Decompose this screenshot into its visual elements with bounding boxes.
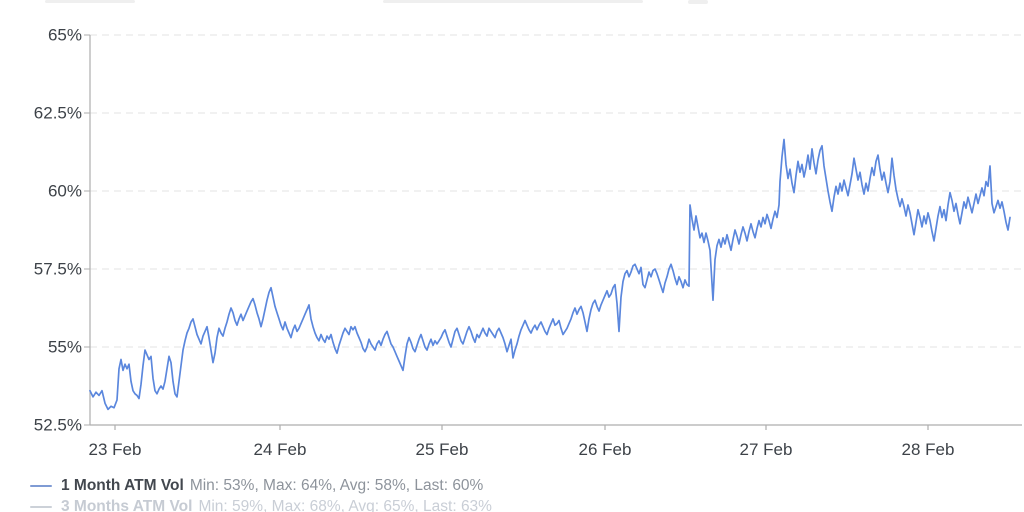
series-dash-icon — [30, 506, 52, 508]
x-tick-label: 23 Feb — [88, 440, 142, 459]
legend-series-stats: Min: 59%, Max: 68%, Avg: 65%, Last: 63% — [198, 498, 492, 512]
y-tick-label: 55% — [47, 337, 82, 357]
series-line-1-month-atm-vol — [89, 138, 1011, 411]
y-tick-label: 65% — [47, 25, 82, 45]
cropped-title-remnant-2 — [688, 0, 708, 4]
cropped-logo-remnant — [45, 0, 135, 3]
x-tick-label: 25 Feb — [415, 440, 469, 459]
y-tick-label: 52.5% — [33, 415, 82, 435]
legend-series-name: 3 Months ATM Vol — [61, 498, 193, 512]
series-dash-icon — [30, 485, 52, 487]
legend-series-name: 1 Month ATM Vol — [61, 477, 184, 494]
y-tick-label: 62.5% — [33, 103, 82, 123]
x-tick-label: 28 Feb — [901, 440, 955, 459]
x-tick-label: 24 Feb — [253, 440, 307, 459]
x-tick-label: 26 Feb — [578, 440, 632, 459]
x-tick-label: 27 Feb — [739, 440, 793, 459]
legend-series-stats: Min: 53%, Max: 64%, Avg: 58%, Last: 60% — [189, 477, 484, 494]
y-tick-label: 57.5% — [33, 259, 82, 279]
cropped-title-remnant — [383, 0, 643, 3]
legend-item-3-months-atm-vol[interactable]: 3 Months ATM Vol Min: 59%, Max: 68%, Avg… — [30, 497, 492, 512]
y-tick-label: 60% — [47, 181, 82, 201]
legend-item-1-month-atm-vol[interactable]: 1 Month ATM Vol Min: 53%, Max: 64%, Avg:… — [30, 476, 483, 496]
